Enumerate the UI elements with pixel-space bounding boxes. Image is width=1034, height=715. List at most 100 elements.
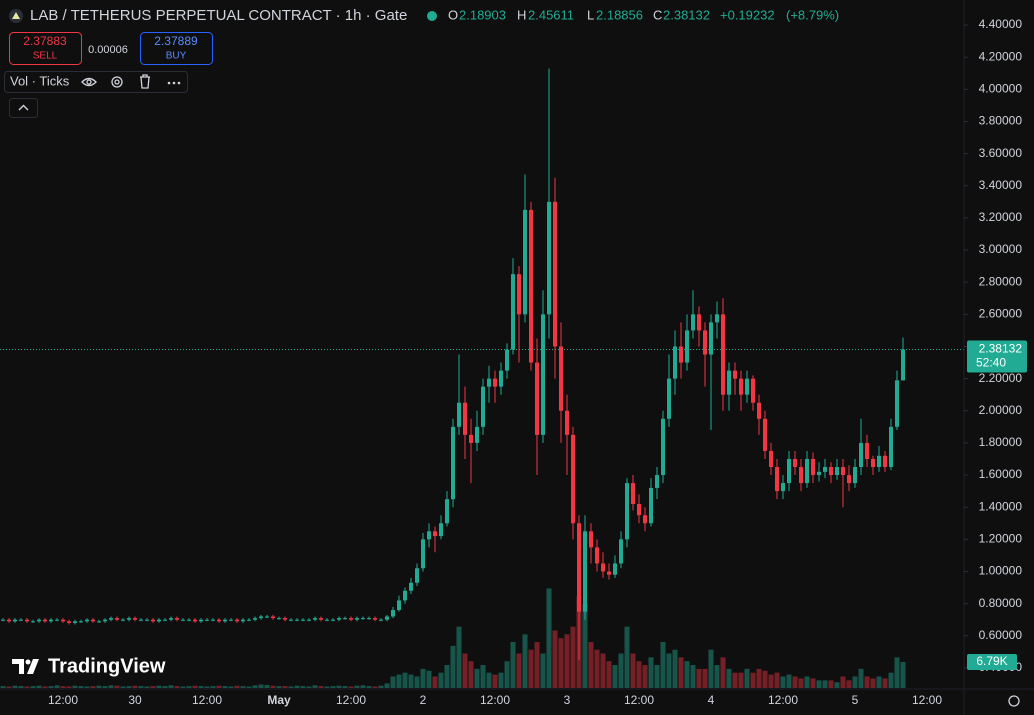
candle-body xyxy=(643,515,647,524)
volume-bar xyxy=(222,686,228,688)
candle-body xyxy=(361,618,365,620)
y-tick-label: 2.80000 xyxy=(979,274,1023,288)
more-icon[interactable] xyxy=(167,81,181,85)
buy-button[interactable] xyxy=(140,32,213,65)
volume-bar xyxy=(156,685,162,688)
brand-logo-dot xyxy=(25,659,31,665)
sell-label: SELL xyxy=(33,51,58,62)
candle-body xyxy=(13,619,17,622)
volume-bar xyxy=(744,668,750,688)
candle-body xyxy=(289,619,293,621)
volume-bar xyxy=(564,634,570,688)
y-tick-label: 2.20000 xyxy=(979,371,1023,385)
candle-body xyxy=(49,619,53,622)
candle-body xyxy=(325,619,329,621)
volume-bar xyxy=(510,642,516,688)
candle-body xyxy=(391,610,395,617)
volume-bar xyxy=(300,686,306,688)
candle-body xyxy=(601,563,605,572)
candle-body xyxy=(613,563,617,575)
volume-bar xyxy=(792,676,798,688)
more-dot xyxy=(167,81,171,85)
volume-bar xyxy=(270,685,276,688)
volume-bar xyxy=(18,686,24,688)
candle-body xyxy=(709,322,713,355)
volume-bar xyxy=(666,653,672,688)
volume-bar xyxy=(306,686,312,688)
volume-bar xyxy=(336,685,342,688)
candle-body xyxy=(715,314,719,323)
candle-body xyxy=(667,378,671,419)
volume-bar xyxy=(234,685,240,688)
candle-body xyxy=(97,621,101,623)
candle-body xyxy=(409,582,413,591)
candle-body xyxy=(751,378,755,403)
brand-name[interactable]: TradingView xyxy=(48,655,166,677)
volume-bar xyxy=(360,685,366,688)
volume-bar xyxy=(492,674,498,688)
volume-bar xyxy=(414,676,420,688)
symbol-title[interactable]: LAB / TETHERUS PERPETUAL CONTRACT · 1h ·… xyxy=(30,7,407,24)
volume-bar xyxy=(504,661,510,688)
candle-body xyxy=(889,426,893,468)
volume-bar xyxy=(354,685,360,688)
candle-body xyxy=(775,467,779,492)
ohlc-value: 2.38132 xyxy=(663,7,710,22)
indicator-name[interactable]: Vol · Ticks xyxy=(10,73,70,88)
settings-icon[interactable] xyxy=(111,76,123,88)
candle-body xyxy=(31,621,35,623)
visibility-icon[interactable] xyxy=(81,77,97,87)
candle-body xyxy=(607,571,611,575)
volume-bar xyxy=(102,686,108,688)
volume-bar xyxy=(120,686,126,688)
candle-body xyxy=(187,619,191,621)
candle-body xyxy=(469,434,473,443)
candle-body xyxy=(871,458,875,468)
volume-bar xyxy=(612,665,618,688)
volume-bar xyxy=(420,668,426,688)
candle-body xyxy=(511,274,515,350)
volume-bar xyxy=(864,676,870,688)
candle-body xyxy=(745,378,749,395)
volume-bar xyxy=(732,672,738,688)
x-tick-label: 5 xyxy=(852,693,859,707)
ohlc-label: H xyxy=(517,7,526,22)
candle-body xyxy=(805,458,809,484)
volume-bar xyxy=(570,626,576,688)
sell-button[interactable] xyxy=(9,32,82,65)
ohlc-label: O xyxy=(448,7,458,22)
settings-icon[interactable] xyxy=(1008,695,1020,707)
candle-body xyxy=(385,616,389,620)
volume-bar xyxy=(654,665,660,688)
y-tick-label: 3.60000 xyxy=(979,146,1023,160)
y-tick-label: 1.20000 xyxy=(979,532,1023,546)
y-tick-label: 1.40000 xyxy=(979,499,1023,513)
volume-bar xyxy=(66,686,72,688)
visibility-icon-pupil xyxy=(86,79,92,85)
delete-icon[interactable] xyxy=(140,74,150,89)
candle-body xyxy=(481,386,485,427)
volume-bar xyxy=(366,686,372,688)
ohlc-label: C xyxy=(653,7,662,22)
volume-bar xyxy=(72,685,78,688)
x-tick-label: 12:00 xyxy=(48,693,78,707)
candle-body xyxy=(535,362,539,435)
collapse-button[interactable] xyxy=(9,98,38,118)
candle-body xyxy=(355,618,359,620)
volume-bar xyxy=(282,686,288,688)
x-tick-label: 12:00 xyxy=(912,693,942,707)
candle-body xyxy=(589,531,593,548)
volume-bar xyxy=(174,686,180,688)
volume-bar xyxy=(48,686,54,688)
volume-bar xyxy=(180,686,186,688)
volume-bar xyxy=(168,685,174,688)
volume-bar xyxy=(798,678,804,688)
candle-body xyxy=(379,619,383,621)
volume-bar xyxy=(816,680,822,688)
last-price-tag xyxy=(967,340,1027,373)
volume-bar xyxy=(198,686,204,688)
volume-bar xyxy=(54,685,60,688)
candle-body xyxy=(331,619,335,621)
volume-bar xyxy=(480,665,486,688)
candle-body xyxy=(211,619,215,621)
